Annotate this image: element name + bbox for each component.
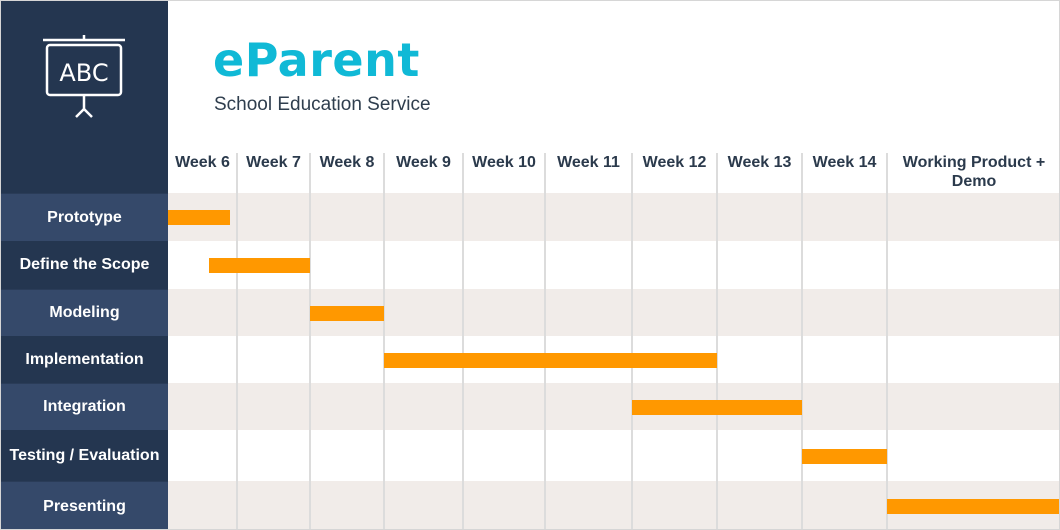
week-gridline — [631, 153, 633, 529]
week-gridline — [236, 153, 238, 529]
row-band — [168, 193, 1059, 241]
sidebar-header: ABC — [1, 1, 168, 193]
row-band — [168, 430, 1059, 481]
week-gridline — [383, 153, 385, 529]
week-header: Week 8 — [319, 154, 375, 171]
page-title: eParent — [213, 33, 420, 87]
week-header: Week 13 — [727, 154, 792, 171]
task-label: Testing / Evaluation — [1, 430, 168, 481]
task-bar — [384, 352, 717, 368]
week-gridline — [544, 153, 546, 529]
task-bar — [887, 499, 1059, 514]
task-label: Modeling — [1, 289, 168, 336]
task-label: Presenting — [1, 481, 168, 529]
week-header: Week 14 — [812, 154, 877, 171]
week-gridline — [716, 153, 718, 529]
task-bar — [802, 448, 887, 464]
task-bar — [310, 305, 384, 321]
week-header: Week 9 — [396, 154, 451, 171]
week-gridline — [462, 153, 464, 529]
week-header: Week 6 — [175, 154, 230, 171]
row-band — [168, 383, 1059, 430]
logo-text: ABC — [59, 59, 108, 87]
task-label: Integration — [1, 383, 168, 430]
week-header: Week 12 — [642, 154, 707, 171]
task-bar — [209, 258, 310, 273]
week-gridline — [309, 153, 311, 529]
task-label: Implementation — [1, 336, 168, 383]
task-bar — [168, 210, 231, 225]
week-header: Week 11 — [557, 154, 620, 171]
page-subtitle: School Education Service — [214, 94, 431, 115]
presentation-board-icon: ABC — [43, 35, 125, 118]
task-bar — [632, 399, 802, 415]
week-gridline — [801, 153, 803, 529]
task-label: Define the Scope — [1, 241, 168, 289]
week-gridline — [886, 153, 888, 529]
row-band — [168, 289, 1059, 336]
week-header: Working Product + Demo — [902, 154, 1046, 190]
week-header: Week 7 — [246, 154, 301, 171]
row-band — [168, 241, 1059, 289]
task-label: Prototype — [1, 193, 168, 241]
week-header: Week 10 — [472, 154, 536, 171]
